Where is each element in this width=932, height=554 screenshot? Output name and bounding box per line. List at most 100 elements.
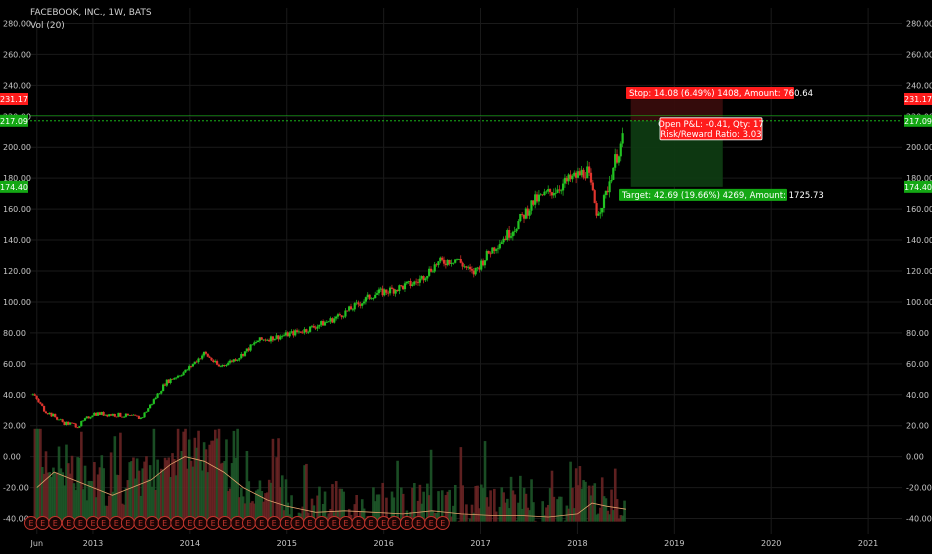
candle-body (404, 283, 406, 289)
candle-body (469, 267, 471, 269)
earnings-marker-label: E (211, 519, 216, 528)
candle-body (603, 195, 605, 208)
earnings-marker-label: E (235, 519, 240, 528)
volume-indicator-label[interactable]: Vol (20) (30, 20, 152, 33)
candle-body (261, 337, 263, 339)
candle-body (216, 361, 218, 365)
candle-body (318, 325, 320, 327)
earnings-marker-label: E (90, 519, 95, 528)
candle-body (123, 417, 125, 418)
earnings-marker-label: E (187, 519, 192, 528)
price-tag-right-text: 217.09 (904, 117, 932, 126)
candle-body (441, 258, 443, 260)
candle-body (39, 402, 41, 403)
earnings-marker-label: E (295, 519, 300, 528)
candle-body (555, 193, 557, 194)
candle-body (460, 259, 462, 263)
candle-body (84, 418, 86, 420)
candle-body (181, 375, 183, 376)
earnings-marker-label: E (332, 519, 337, 528)
candle-body (599, 212, 601, 213)
candle-body (279, 336, 281, 339)
candle-body (175, 378, 177, 379)
y-tick-label: -20.00 (906, 484, 932, 493)
candle-body (521, 214, 523, 215)
earnings-marker-label: E (319, 519, 324, 528)
y-tick-label: -20.00 (3, 484, 29, 493)
candle-body (143, 413, 145, 418)
candle-body (354, 303, 356, 309)
candle-body (251, 344, 253, 345)
volume-bar (381, 483, 384, 522)
candle-body (406, 282, 408, 284)
candle-body (590, 173, 592, 183)
volume-bar (584, 482, 587, 522)
candle-body (517, 221, 519, 229)
candle-body (378, 290, 380, 294)
candle-body (352, 309, 354, 310)
candle-body (618, 156, 620, 162)
y-tick-label: 140.00 (3, 236, 31, 245)
candle-body (227, 363, 229, 365)
price-tag-left-text: 231.17 (0, 95, 28, 104)
earnings-marker-label: E (284, 519, 289, 528)
candle-body (119, 413, 121, 417)
candle-body (54, 414, 56, 417)
x-tick-label: 2021 (858, 539, 878, 548)
candle-body (37, 399, 39, 402)
volume-bar (422, 492, 425, 522)
earnings-marker-label: E (404, 519, 409, 528)
earnings-marker-label: E (259, 519, 264, 528)
volume-bar (413, 483, 416, 522)
y-tick-label: 20.00 (906, 422, 929, 431)
candle-body (218, 365, 220, 367)
candle-body (205, 352, 207, 354)
candle-body (562, 184, 564, 191)
earnings-marker-label: E (429, 519, 434, 528)
y-tick-label: 200.00 (906, 143, 932, 152)
candle-body (437, 261, 439, 265)
earnings-marker-label: E (53, 519, 58, 528)
y-tick-label: -40.00 (906, 515, 932, 524)
candle-body (415, 282, 417, 283)
candle-body (346, 311, 348, 312)
volume-bar (623, 501, 626, 522)
y-tick-label: 100.00 (906, 298, 932, 307)
volume-bars (34, 429, 626, 522)
candle-body (78, 426, 80, 427)
candle-body (80, 421, 82, 426)
volume-bar (489, 490, 492, 521)
candle-body (452, 263, 454, 264)
candle-body (385, 290, 387, 293)
candle-body (91, 416, 93, 418)
earnings-marker-label: E (138, 519, 143, 528)
candle-body (538, 195, 540, 202)
candle-body (363, 302, 365, 304)
candle-body (512, 232, 514, 236)
earnings-marker-label: E (416, 519, 421, 528)
candle-body (160, 391, 162, 393)
candle-body (350, 306, 352, 309)
price-tag-right-text: 231.17 (904, 95, 932, 104)
candle-body (151, 404, 153, 405)
earnings-marker-label: E (101, 519, 106, 528)
candle-body (582, 170, 584, 178)
candle-body (622, 133, 624, 143)
symbol-label: FACEBOOK, INC., 1W, BATS (30, 7, 152, 20)
candle-body (149, 405, 151, 409)
y-tick-label: 260.00 (906, 50, 932, 59)
earnings-marker-label: E (222, 519, 227, 528)
x-tick-label: Jun (30, 539, 44, 548)
candle-body (374, 295, 376, 298)
earnings-marker-label: E (125, 519, 130, 528)
candle-body (434, 264, 436, 271)
y-tick-label: 60.00 (906, 360, 929, 369)
candle-body (75, 424, 77, 428)
y-tick-label: 140.00 (906, 236, 932, 245)
chart-legend: FACEBOOK, INC., 1W, BATS Vol (20) (30, 7, 152, 33)
volume-bar (465, 504, 468, 521)
pnl-label: Open P&L: -0.41, Qty: 17 (658, 120, 764, 130)
